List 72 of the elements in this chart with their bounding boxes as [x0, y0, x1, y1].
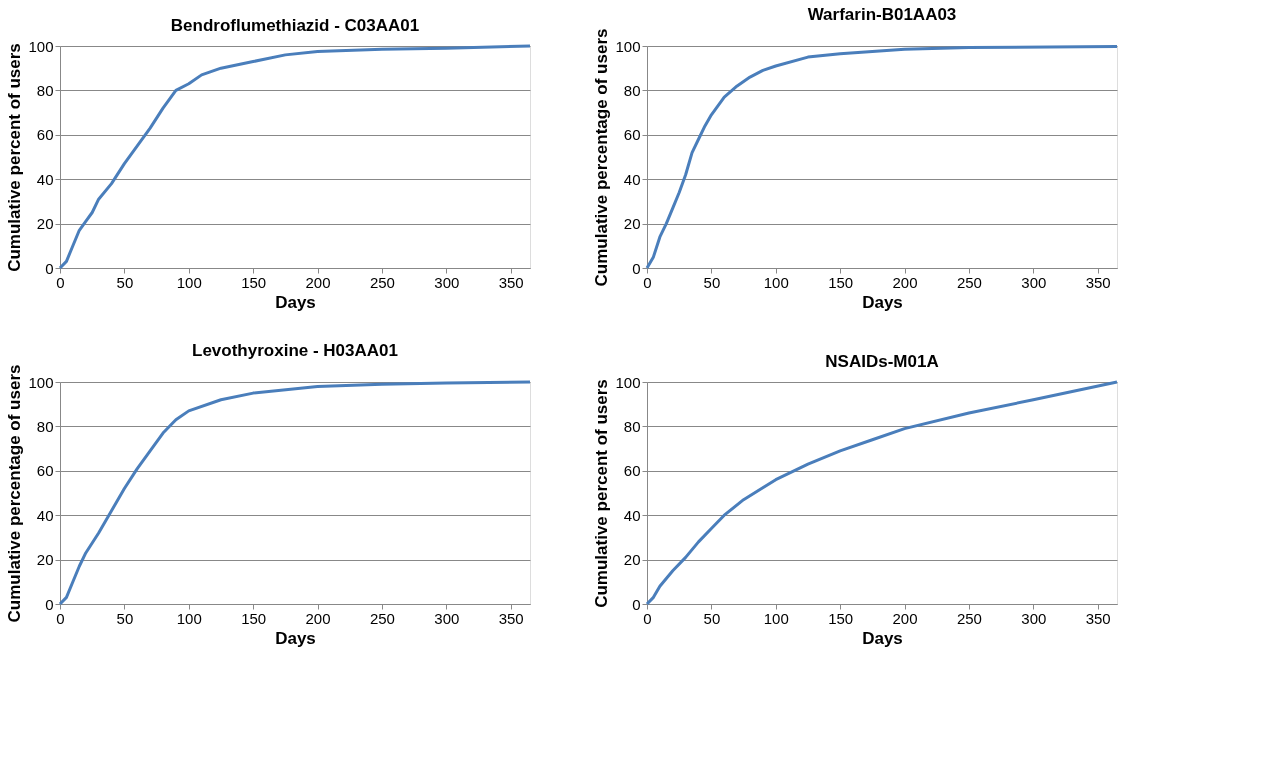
y-tick-label: 60 [36, 126, 54, 144]
x-tick-label: 350 [1085, 609, 1111, 627]
x-tick-label: 50 [116, 273, 134, 291]
x-axis-title: Days [862, 292, 903, 312]
chart-title: Levothyroxine - H03AA01 [192, 341, 398, 361]
x-tick-label: 250 [956, 609, 982, 627]
y-tick-label: 60 [623, 126, 641, 144]
x-axis-title: Days [275, 292, 316, 312]
y-tick-label: 100 [615, 37, 641, 55]
y-tick-label: 60 [36, 462, 54, 480]
x-tick-label: 150 [241, 609, 267, 627]
x-tick-label: 100 [176, 273, 202, 291]
x-tick-label: 350 [498, 609, 524, 627]
y-axis-title: Cumulative percentage of users [592, 28, 612, 287]
x-tick-label: 250 [369, 273, 395, 291]
y-axis-title: Cumulative percent of users [592, 379, 612, 608]
y-tick-label: 0 [632, 595, 641, 613]
y-tick-label: 100 [615, 373, 641, 391]
y-tick-label: 40 [623, 170, 641, 188]
y-tick-label: 60 [623, 462, 641, 480]
x-tick-label: 300 [1021, 273, 1047, 291]
x-tick-label: 300 [434, 273, 460, 291]
line-series [58, 44, 532, 270]
x-tick-label: 200 [892, 273, 918, 291]
y-tick-label: 0 [45, 595, 54, 613]
chart-title: NSAIDs-M01A [825, 352, 939, 371]
y-tick-label: 0 [45, 259, 54, 277]
x-tick-label: 150 [828, 273, 854, 291]
y-tick-label: 80 [36, 81, 54, 99]
x-axis-title: Days [862, 628, 903, 648]
x-tick-label: 0 [56, 609, 65, 627]
y-axis-title: Cumulative percent of users [5, 43, 25, 272]
line-series [645, 44, 1119, 270]
x-tick-label: 50 [703, 273, 721, 291]
chart-title: Warfarin-B01AA03 [807, 5, 957, 25]
y-tick-label: 80 [623, 417, 641, 435]
y-axis-title: Cumulative percentage of users [5, 364, 25, 623]
x-tick-label: 50 [703, 609, 721, 627]
x-tick-label: 100 [763, 609, 789, 627]
y-tick-label: 0 [632, 259, 641, 277]
x-tick-label: 250 [369, 609, 395, 627]
x-tick-label: 150 [828, 609, 854, 627]
y-tick-label: 40 [623, 506, 641, 524]
x-tick-label: 0 [643, 609, 652, 627]
x-tick-label: 200 [305, 609, 331, 627]
x-tick-label: 200 [305, 273, 331, 291]
y-tick-label: 20 [36, 551, 54, 569]
x-tick-label: 350 [498, 273, 524, 291]
y-tick-label: 40 [36, 170, 54, 188]
x-tick-label: 300 [1021, 609, 1047, 627]
y-tick-label: 20 [623, 215, 641, 233]
x-tick-label: 100 [176, 609, 202, 627]
x-tick-label: 0 [643, 273, 652, 291]
y-tick-label: 20 [623, 551, 641, 569]
y-tick-label: 80 [36, 417, 54, 435]
x-tick-label: 300 [434, 609, 460, 627]
y-tick-label: 100 [28, 373, 54, 391]
line-series [645, 380, 1119, 606]
x-tick-label: 50 [116, 609, 134, 627]
x-tick-label: 150 [241, 273, 267, 291]
x-tick-label: 100 [763, 273, 789, 291]
x-axis-title: Days [275, 628, 316, 648]
y-tick-label: 40 [36, 506, 54, 524]
line-series [58, 380, 532, 606]
x-tick-label: 0 [56, 273, 65, 291]
x-tick-label: 350 [1085, 273, 1111, 291]
y-tick-label: 20 [36, 215, 54, 233]
x-tick-label: 200 [892, 609, 918, 627]
y-tick-label: 80 [623, 81, 641, 99]
y-tick-label: 100 [28, 37, 54, 55]
x-tick-label: 250 [956, 273, 982, 291]
chart-title: Bendroflumethiazid - C03AA01 [170, 16, 420, 35]
